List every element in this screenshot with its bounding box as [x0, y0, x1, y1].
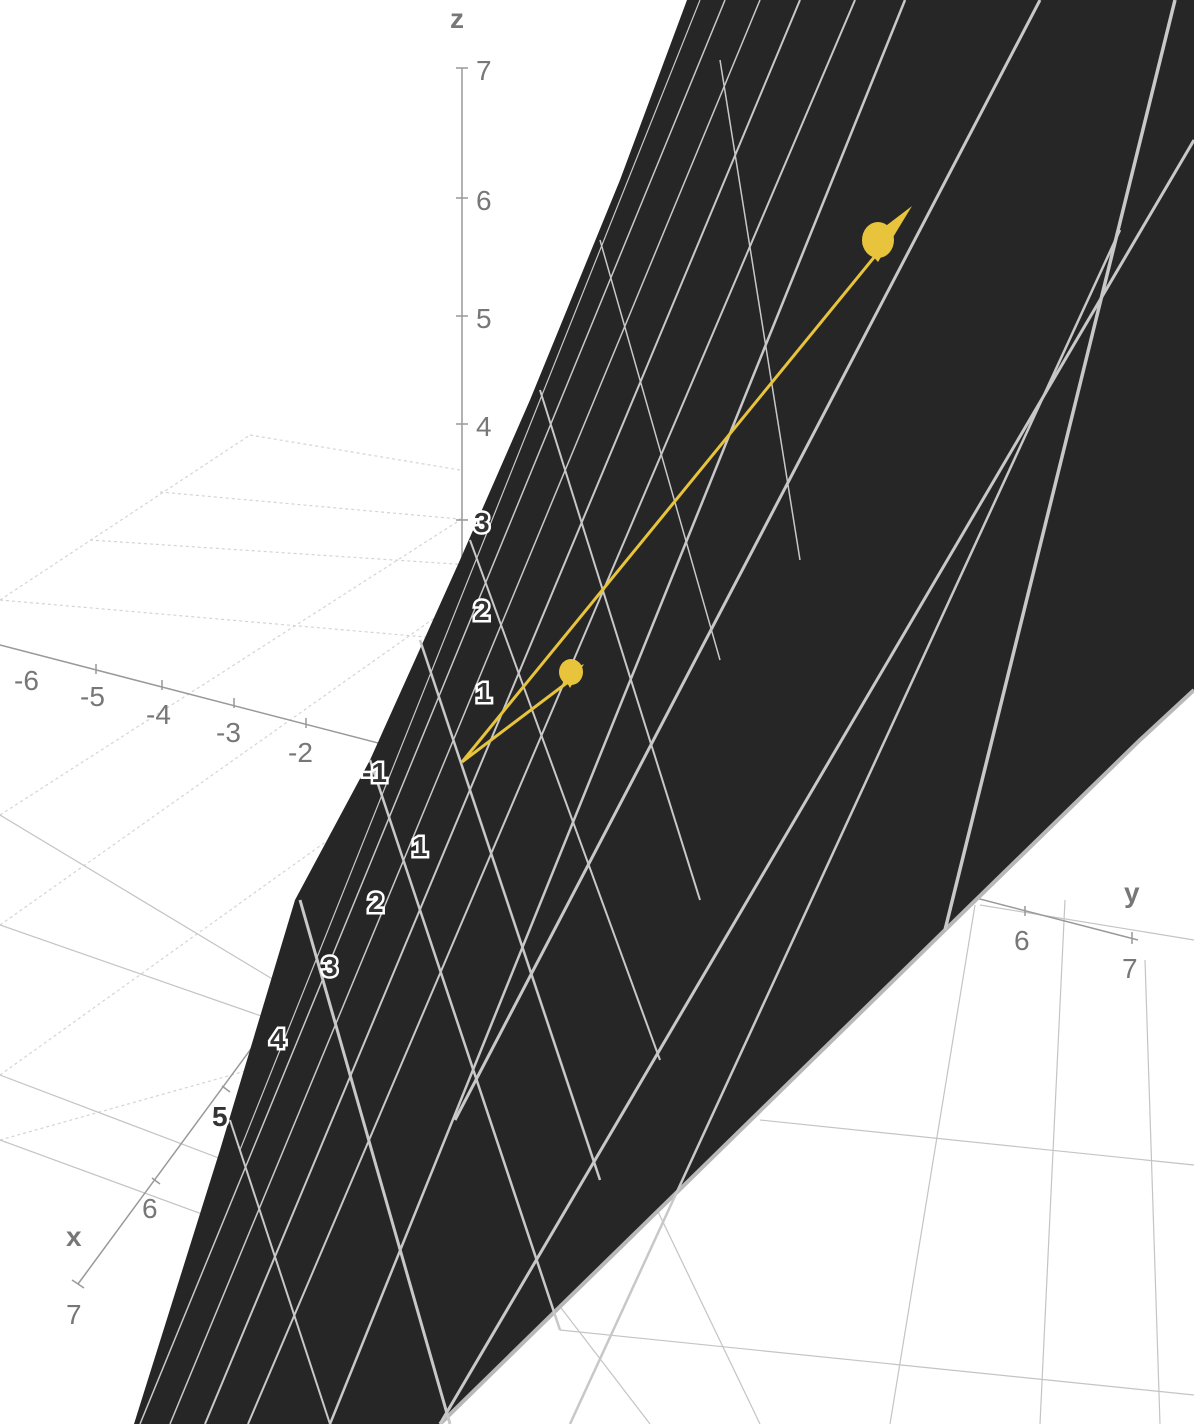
x-tick-3: 3	[322, 951, 338, 982]
x-axis-name: x	[66, 1221, 82, 1252]
surface-shape	[134, 0, 1194, 1424]
y-tick-neg6: -6	[14, 665, 39, 696]
y-tick-neg3: -3	[216, 717, 241, 748]
z-tick-7: 7	[476, 55, 492, 86]
z-tick-1: 1	[476, 677, 492, 708]
y-tick-7: 7	[1122, 953, 1138, 984]
surface	[134, 0, 1194, 1424]
surface-edge-highlight	[438, 688, 1194, 1424]
x-tick-5: 5	[212, 1101, 228, 1132]
z-tick-6: 6	[476, 185, 492, 216]
long-vector[interactable]	[460, 206, 912, 763]
y-tick-neg2: -2	[288, 737, 313, 768]
x-tick-1: 1	[412, 831, 428, 862]
tick-labels: z y x 7 6 5 4 3 2 1 -6 -5 -4 -3 -2 -1 6 …	[14, 3, 1140, 1330]
z-axis-name: z	[450, 3, 464, 34]
y-axis-name: y	[1124, 877, 1140, 908]
z-tick-4: 4	[476, 411, 492, 442]
z-tick-3: 3	[474, 507, 490, 538]
x-tick-4: 4	[270, 1023, 286, 1054]
y-tick-neg5: -5	[80, 681, 105, 712]
x-tick-2: 2	[368, 887, 384, 918]
z-tick-5: 5	[476, 303, 492, 334]
y-tick-6: 6	[1014, 925, 1030, 956]
z-tick-2: 2	[474, 595, 490, 626]
y-tick-neg4: -4	[146, 699, 171, 730]
x-tick-7: 7	[66, 1299, 82, 1330]
vectors	[460, 206, 912, 764]
x-tick-6: 6	[142, 1193, 158, 1224]
y-tick-neg1: -1	[362, 757, 387, 788]
short-vector[interactable]	[461, 659, 584, 764]
